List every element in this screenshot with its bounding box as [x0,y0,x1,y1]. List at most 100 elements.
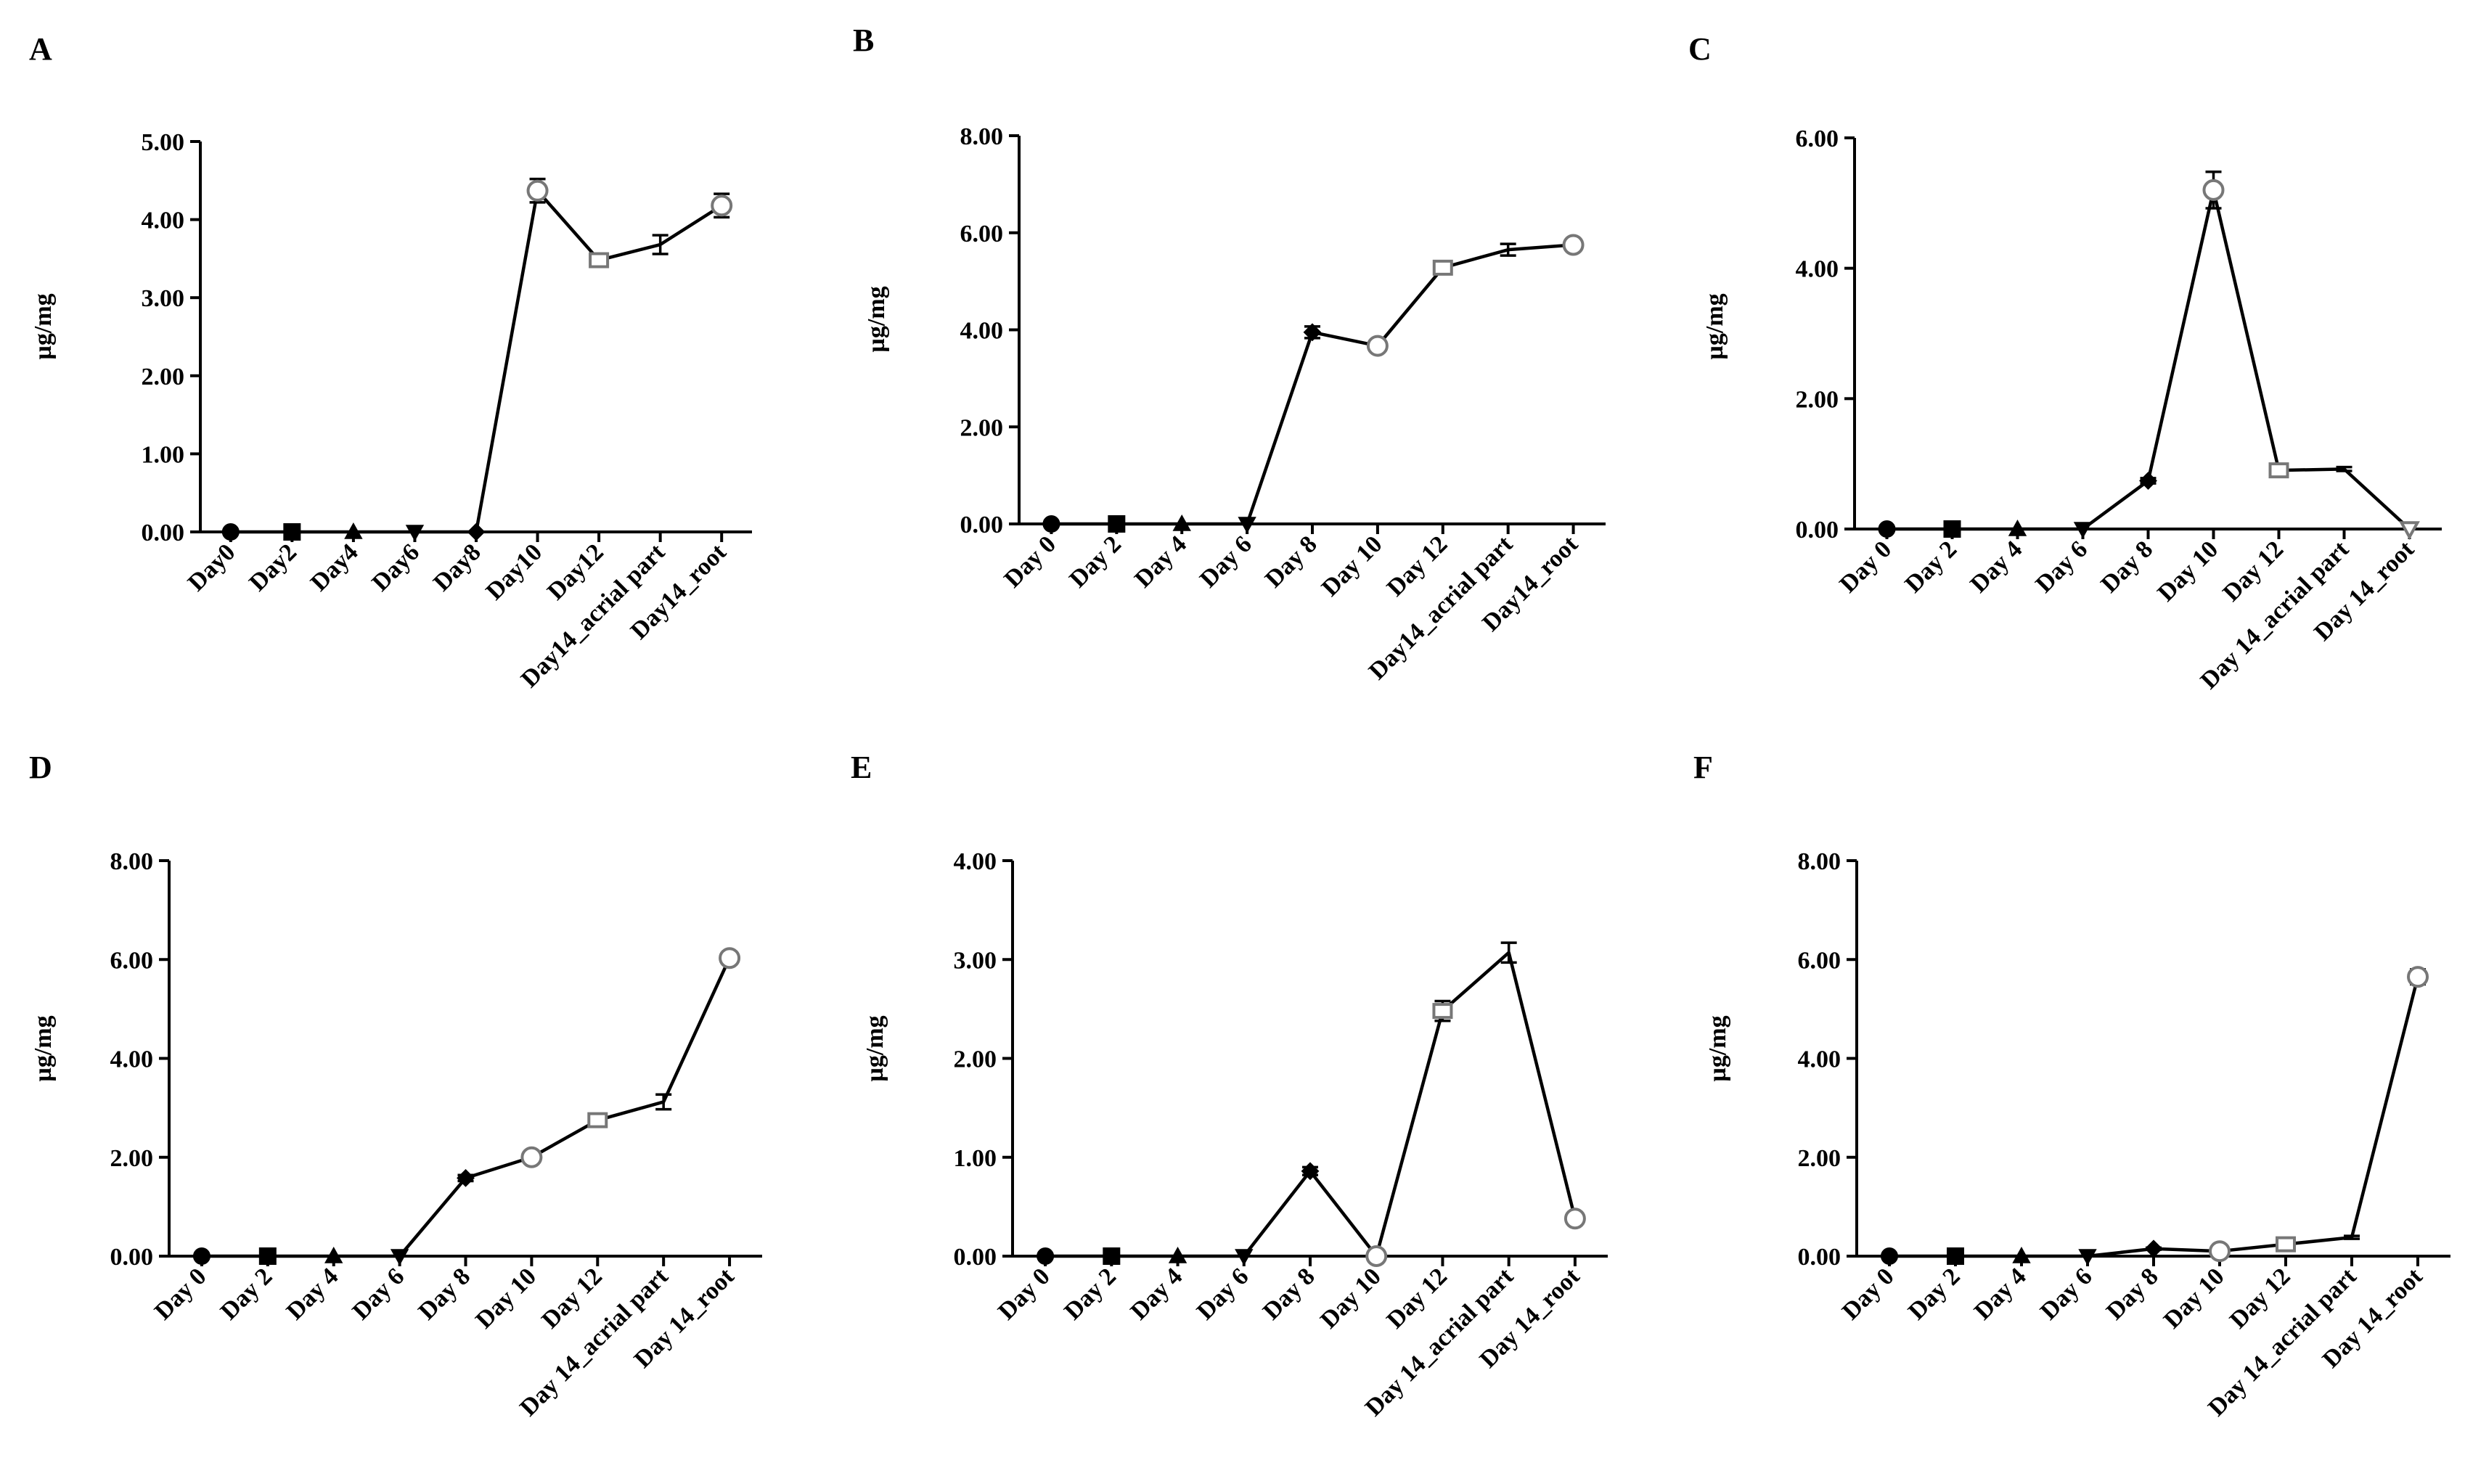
panel-f-marker [2276,1236,2297,1253]
panel-d-marker [457,1168,475,1187]
panel-f-error-bar [2344,1234,2360,1240]
panel-b-x-tick-label: Day 6 [1195,530,1257,593]
panel-e-marker [1037,1247,1055,1265]
panel-b-data-point [1500,242,1516,257]
panel-e-data-point [1500,941,1517,964]
panel-e-data-point [1432,999,1453,1022]
panel-c-x-tick-label: Day 4 [1966,536,2028,598]
panel-c-data-point [2008,519,2027,536]
panel-a-x-tick-label: Day4 [306,538,364,597]
panel-e-marker [1168,1246,1187,1263]
panel-f-x-tick-label: Day 6 [2035,1263,2098,1325]
panel-f-marker [1880,1247,1898,1265]
panel-e-data-point [1037,1247,1055,1265]
panel-f-y-axis-label: µg/mg [1704,1015,1731,1081]
panel-f-y-tick-label: 2.00 [1798,1145,1841,1172]
panel-b-data-point [1432,259,1453,276]
panel-b-data-point [1108,515,1126,533]
panel-d-data-point [655,1093,672,1111]
panel-f-letter: F [1693,750,1713,785]
panel-b-marker [1108,515,1126,533]
panel-e-marker [1103,1247,1121,1265]
panel-b-x-tick-label: Day 4 [1129,530,1192,593]
panel-b-x-tick-label: Day 0 [999,530,1061,593]
panel-c-marker [2399,521,2420,541]
panel-d-marker [324,1246,343,1263]
panel-e-marker [1432,1003,1453,1020]
panel-e-data-point [1563,1208,1586,1230]
panel-d-series-line [201,957,732,1258]
panel-c-data-point [2268,462,2289,479]
panel-a-marker [589,252,610,268]
panel-c-marker [2008,519,2027,536]
panel-d-marker [587,1112,608,1128]
panel-a-data-point [283,523,301,541]
panel-f-x-tick-label: Day 10 [2159,1263,2230,1334]
panel-d-data-point [258,1247,277,1265]
panel-a-data-point [526,177,549,204]
panel-d-x-tick-label: Day 8 [414,1263,476,1325]
panel-a-data-point [589,252,610,268]
panel-d-marker [390,1249,409,1266]
panel-f-y-tick-label: 8.00 [1798,848,1841,875]
panel-e-x-tick-label: Day 10 [1315,1263,1386,1334]
panel-a-data-point [405,525,425,542]
panel-c-y-tick-label: 2.00 [1796,386,1839,413]
panel-e-y-tick-label: 4.00 [954,848,997,875]
panel-d-y-tick-label: 0.00 [110,1244,154,1271]
panel-a-x-tick-label: Day2 [244,538,302,597]
panel-c-data-point [2139,472,2157,490]
panel-d-x-tick-label: Day 2 [216,1263,278,1325]
panel-f-data-point [2276,1236,2297,1253]
panel-b-data-point [1303,323,1322,342]
panel-f-data-point [2344,1234,2360,1240]
panel-c-x-tick-label: Day 2 [1900,536,1963,598]
panel-c-marker [2202,179,2225,201]
panel-f-data-point [2209,1240,2231,1263]
panel-a-y-tick-label: 5.00 [142,129,185,156]
panel-f-data-point [1880,1247,1898,1265]
panel-b-y-tick-label: 2.00 [960,414,1004,441]
panel-c-data-point [2336,465,2352,472]
panel-f-y-tick-label: 6.00 [1798,947,1841,974]
panel-b-data-point [1042,515,1060,533]
panel-b-y-tick-label: 6.00 [960,221,1004,247]
panel-e-data-point [1301,1162,1320,1181]
panel-b-y-axis-label: µg/mg [863,286,890,352]
panel-f-x-tick-label: Day 8 [2101,1263,2164,1325]
panel-d-data-point [719,947,741,969]
panel-d-data-point [390,1249,409,1266]
panel-d-letter: D [29,750,52,785]
panel-f-data-point [2012,1246,2031,1263]
panel-f-data-point [2078,1249,2097,1266]
panel-a-data-point [467,522,486,541]
panel-d-data-point [457,1168,475,1187]
panel-f-marker [1946,1247,1964,1265]
panel-b-x-tick-label: Day 10 [1317,530,1388,602]
panel-c-marker [1943,520,1961,538]
panel-c-y-axis-label: µg/mg [1701,293,1728,359]
panel-a-y-tick-label: 3.00 [142,285,185,312]
panel-a-marker [467,522,486,541]
panel-c-data-point [2399,521,2420,541]
panel-b-y-tick-label: 4.00 [960,318,1004,345]
panel-f-marker [2144,1239,2163,1258]
panel-f-x-tick-label: Day 4 [1969,1263,2032,1325]
panel-d-marker [520,1146,543,1168]
panel-a-marker [221,523,240,541]
panel-d-y-tick-label: 2.00 [110,1145,154,1172]
panel-a-y-axis-label: µg/mg [30,293,57,359]
panel-e-marker [1563,1208,1586,1230]
panel-a-x-tick-label: Day0 [183,538,241,597]
panel-e-y-axis-label: µg/mg [862,1015,888,1081]
panel-d-y-tick-label: 6.00 [110,947,154,974]
panel-e-x-tick-label: Day 2 [1059,1263,1121,1325]
panel-d-x-tick-label: Day 6 [348,1263,410,1325]
panel-b-data-point [1172,514,1191,531]
panel-d-y-tick-label: 4.00 [110,1046,154,1073]
